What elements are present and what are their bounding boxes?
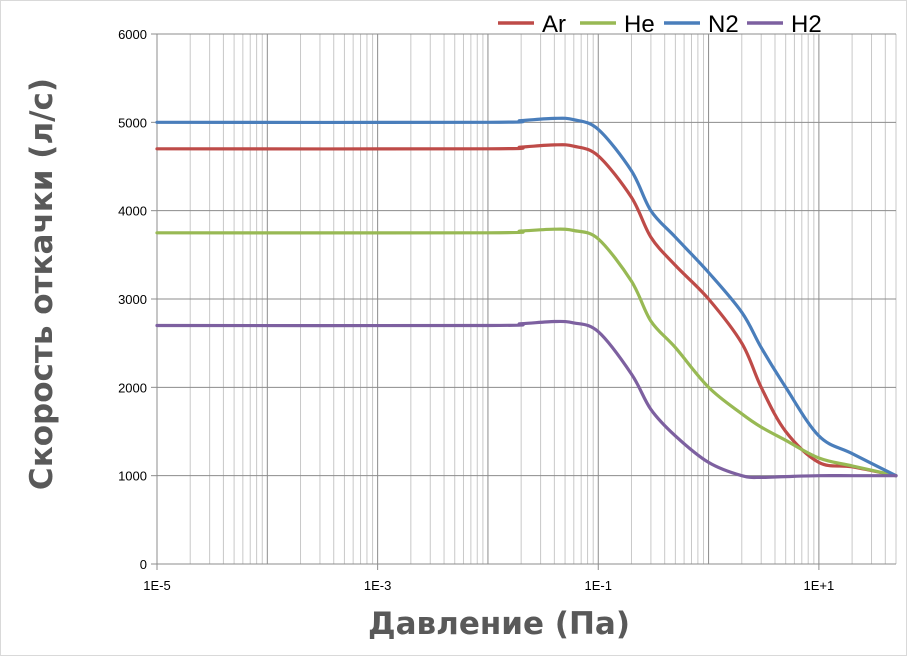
grid xyxy=(156,33,897,565)
legend-label-h2: H2 xyxy=(791,11,822,38)
y-tick-label: 2000 xyxy=(118,380,147,395)
y-axis-title: Скорость откачки (л/с) xyxy=(24,78,60,490)
x-tick-label: 1E-5 xyxy=(143,578,170,593)
tick-labels: 0 1000 2000 3000 4000 5000 6000 1E-5 1E-3 1E-1 1E+… xyxy=(118,27,834,593)
legend-label-n2: N2 xyxy=(708,11,739,38)
x-tick-label: 1E-1 xyxy=(585,578,612,593)
series-line-ar xyxy=(155,143,898,478)
x-tick-label: 1E+1 xyxy=(804,578,835,593)
series-line-he xyxy=(155,227,898,478)
y-tick-label: 0 xyxy=(140,557,147,572)
x-axis-title: Давление (Па) xyxy=(368,606,630,642)
legend-label-he: He xyxy=(624,11,655,38)
y-tick-label: 1000 xyxy=(118,469,147,484)
y-tick-label: 3000 xyxy=(118,292,147,307)
y-tick-label: 6000 xyxy=(118,27,147,42)
legend: Ar He N2 H2 xyxy=(498,11,822,38)
series-line-h2 xyxy=(155,319,898,480)
series-lines xyxy=(155,116,898,480)
y-tick-label: 4000 xyxy=(118,204,147,219)
y-tick-label: 5000 xyxy=(118,115,147,130)
legend-label-ar: Ar xyxy=(542,11,566,38)
x-tick-label: 1E-3 xyxy=(364,578,391,593)
series-line-n2 xyxy=(155,116,898,478)
